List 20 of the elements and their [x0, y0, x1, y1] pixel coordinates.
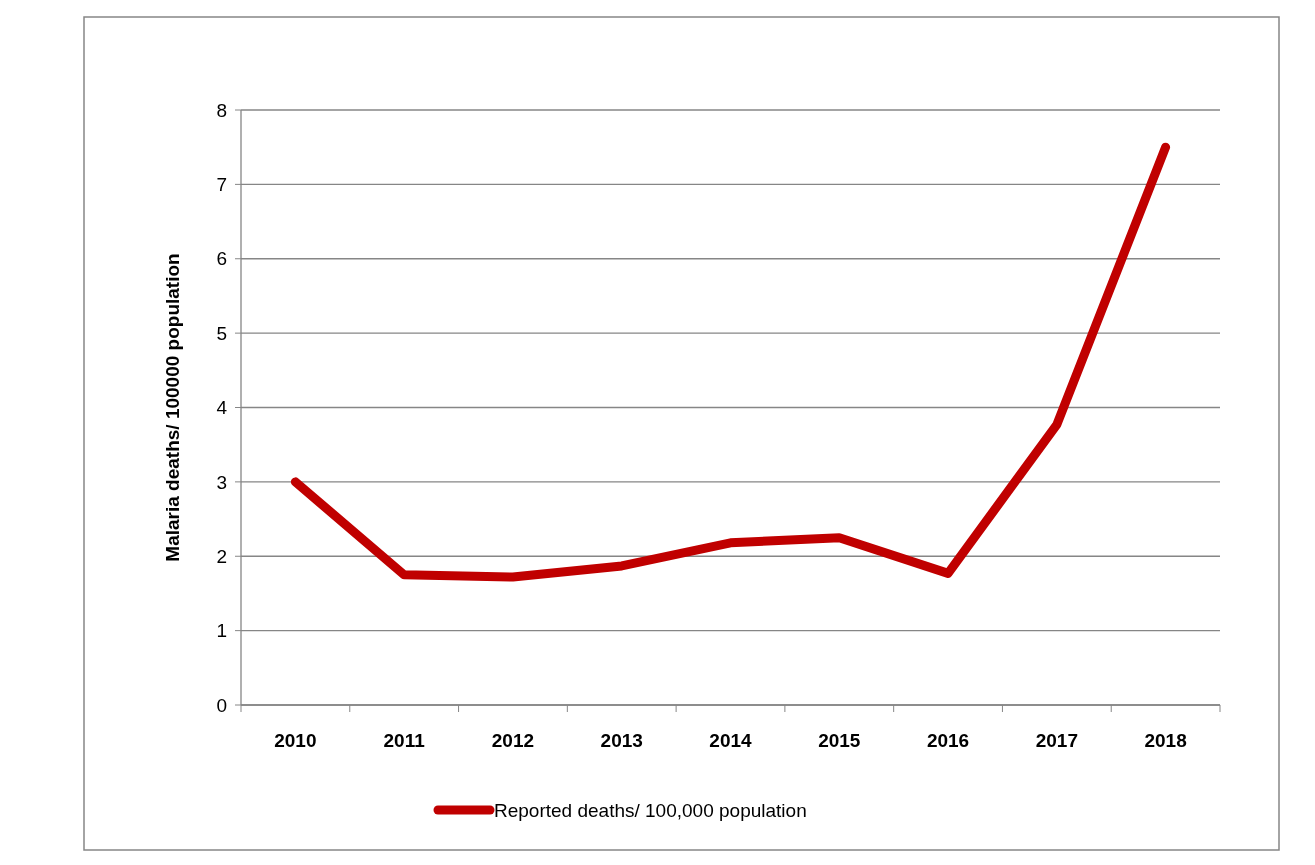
y-axis-title: Malaria deaths/ 100000 population [162, 253, 183, 562]
y-tick-label: 0 [216, 694, 227, 716]
y-tick-label: 2 [216, 545, 227, 567]
legend-label: Reported deaths/ 100,000 population [494, 799, 807, 821]
y-tick-label: 3 [216, 471, 227, 493]
y-tick-label: 4 [216, 397, 228, 419]
x-tick-label: 2012 [491, 730, 535, 751]
x-tick-label: 2018 [1144, 730, 1187, 751]
y-tick-label: 8 [216, 99, 227, 121]
x-tick-label: 2011 [383, 730, 426, 751]
x-tick-label: 2016 [926, 730, 970, 751]
x-tick-label: 2014 [709, 730, 753, 751]
x-tick-label: 2015 [818, 730, 861, 751]
y-tick-label: 7 [216, 174, 227, 196]
y-tick-label: 5 [216, 322, 227, 344]
x-tick-label: 2013 [600, 730, 643, 751]
y-tick-label: 1 [216, 620, 227, 642]
x-tick-label: 2017 [1035, 730, 1078, 751]
y-tick-label: 6 [216, 248, 227, 270]
x-tick-label: 2010 [274, 730, 317, 751]
